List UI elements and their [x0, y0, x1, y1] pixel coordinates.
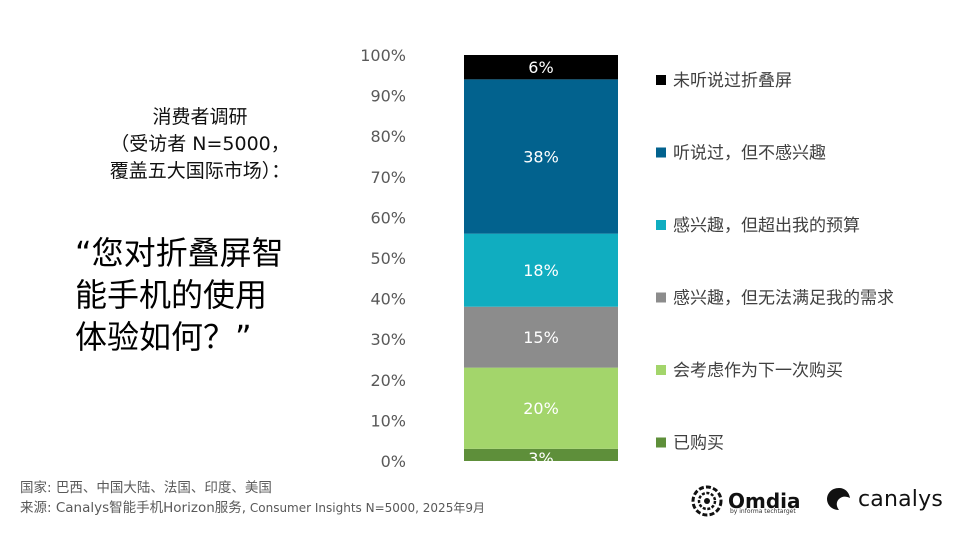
- bar-segment: [464, 55, 618, 80]
- omdia-logo: Omdia: [690, 484, 801, 518]
- y-tick-label: 90%: [370, 87, 406, 106]
- omdia-sub: by informa techtarget: [730, 508, 796, 515]
- data-label: 38%: [523, 148, 559, 167]
- y-tick-label: 70%: [370, 168, 406, 187]
- legend-swatch: [656, 75, 666, 85]
- canalys-logo: canalys: [826, 486, 943, 512]
- bar-segment: [464, 367, 618, 449]
- data-label: 20%: [523, 399, 559, 418]
- y-tick-label: 20%: [370, 371, 406, 390]
- bar-segment: [464, 79, 618, 234]
- legend-label: 已购买: [673, 434, 724, 454]
- legend-label: 听说过，但不感兴趣: [673, 144, 826, 164]
- survey-label-line3: 覆盖五大国际市场）：: [109, 160, 291, 182]
- legend-label: 会考虑作为下一次购买: [673, 361, 843, 381]
- data-label: 15%: [523, 328, 559, 347]
- legend-swatch: [656, 437, 666, 448]
- bar-segment: [464, 306, 618, 368]
- footer: 国家: 巴西、中国大陆、法国、印度、美国 来源: Canalys智能手机Hori…: [20, 478, 485, 518]
- data-labels: 3% 20% 15% 18% 38% 6%: [523, 58, 559, 468]
- canalys-wordmark: canalys: [858, 486, 943, 512]
- data-label: 18%: [523, 261, 559, 280]
- y-tick-label: 100%: [360, 46, 406, 65]
- y-tick-label: 30%: [370, 330, 406, 349]
- data-label: 6%: [528, 58, 553, 77]
- legend-swatch: [656, 220, 666, 230]
- y-tick-label: 40%: [370, 290, 406, 309]
- canalys-mark-icon: [827, 488, 850, 510]
- legend-swatch: [656, 292, 666, 303]
- survey-label-line1: 消费者调研: [152, 106, 248, 128]
- question-line2: 能手机的使用: [75, 276, 268, 314]
- legend-label: 感兴趣，但超出我的预算: [673, 216, 860, 236]
- survey-label-line2: （受访者 N=5000，: [110, 133, 290, 155]
- y-axis: 0% 10% 20% 30% 40% 50% 60% 70% 80% 90% 100%: [360, 46, 406, 471]
- data-label: 3%: [528, 449, 553, 468]
- omdia-mark-icon: [691, 485, 723, 517]
- survey-question: “您对折叠屏智 能手机的使用 体验如何？”: [75, 232, 345, 358]
- y-tick-label: 0%: [381, 452, 406, 471]
- legend: 未听说过折叠屏听说过，但不感兴趣感兴趣，但超出我的预算感兴趣，但无法满足我的需求…: [656, 71, 894, 454]
- y-tick-label: 60%: [370, 208, 406, 227]
- survey-label: 消费者调研 （受访者 N=5000， 覆盖五大国际市场）：: [60, 104, 340, 185]
- question-line1: “您对折叠屏智: [75, 234, 284, 272]
- bar-stack: [464, 55, 618, 461]
- question-line3: 体验如何？”: [75, 318, 252, 356]
- y-tick-label: 50%: [370, 249, 406, 268]
- bar-segment: [464, 448, 618, 461]
- footer-source: 来源: Canalys智能手机Horizon服务, Consumer Insig…: [20, 498, 485, 518]
- y-tick-label: 10%: [370, 411, 406, 430]
- legend-swatch: [656, 365, 666, 375]
- logos: Omdia by informa techtarget canalys: [690, 484, 950, 524]
- footer-countries: 国家: 巴西、中国大陆、法国、印度、美国: [20, 480, 272, 496]
- legend-swatch: [656, 147, 666, 158]
- y-tick-label: 80%: [370, 127, 406, 146]
- legend-label: 未听说过折叠屏: [673, 71, 792, 91]
- omdia-wordmark: Omdia: [728, 489, 801, 513]
- legend-label: 感兴趣，但无法满足我的需求: [673, 289, 894, 309]
- footer-source-main: 来源: Canalys智能手机Horizon服务,: [20, 500, 247, 516]
- bar-segment: [464, 233, 618, 307]
- footer-source-small: Consumer Insights N=5000, 2025年9月: [246, 501, 485, 515]
